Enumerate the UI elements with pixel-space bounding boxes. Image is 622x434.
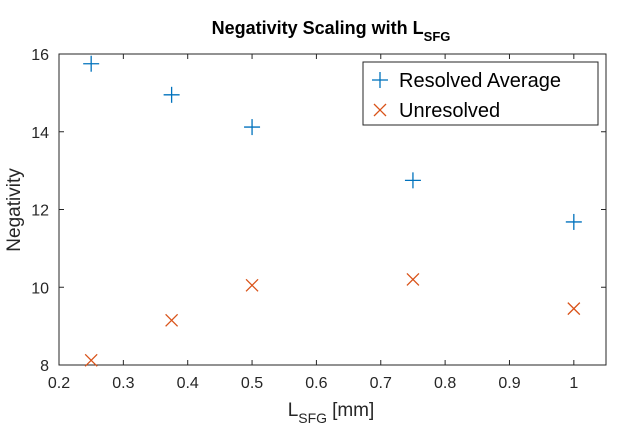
x-tick-label: 0.3 — [112, 375, 134, 392]
legend-label-unresolved: Unresolved — [399, 100, 500, 122]
y-tick-label: 12 — [31, 203, 49, 220]
x-tick-label: 0.6 — [305, 375, 327, 392]
x-tick-label: 0.4 — [177, 375, 199, 392]
x-tick-label: 0.5 — [241, 375, 263, 392]
point-unresolved — [165, 313, 179, 327]
x-axis-ticks: 0.2 0.3 0.4 0.5 0.6 0.7 0.8 0.9 1 — [48, 54, 578, 392]
chart-title-text: Negativity Scaling with L — [212, 18, 424, 38]
legend-marker-unresolved — [373, 103, 387, 117]
point-resolved-average — [83, 55, 100, 72]
point-resolved-average — [565, 213, 582, 230]
x-tick-label: 0.2 — [48, 375, 70, 392]
x-tick-label: 0.9 — [498, 375, 520, 392]
data-points — [83, 55, 582, 367]
point-unresolved — [84, 353, 98, 367]
point-unresolved — [245, 278, 259, 292]
x-axis-label-unit: [mm] — [332, 400, 374, 421]
y-axis-label: Negativity — [4, 168, 25, 252]
y-tick-label: 14 — [31, 125, 49, 142]
legend-label-resolved-average: Resolved Average — [399, 70, 561, 92]
x-tick-label: 0.8 — [434, 375, 456, 392]
legend: Resolved Average Unresolved — [362, 61, 599, 126]
point-resolved-average — [163, 86, 180, 103]
point-resolved-average — [244, 119, 261, 136]
point-resolved-average — [404, 172, 421, 189]
point-unresolved — [406, 273, 420, 286]
legend-marker-resolved-average — [372, 72, 388, 88]
chart-title: Negativity Scaling with LSFG — [212, 18, 451, 44]
x-tick-label: 0.7 — [370, 375, 392, 392]
y-axis-ticks: 8 10 12 14 16 — [31, 47, 606, 375]
y-tick-label: 8 — [40, 358, 49, 375]
x-axis-label-subscript: SFG — [298, 410, 327, 426]
legend-marker-glyph-unresolved — [373, 103, 387, 117]
point-unresolved — [567, 302, 581, 316]
chart-title-subscript: SFG — [424, 29, 451, 44]
x-tick-label: 1 — [569, 375, 578, 392]
x-axis-label-text: L — [288, 400, 299, 421]
legend-marker-glyph-resolved-average — [372, 72, 388, 88]
y-tick-label: 10 — [31, 280, 49, 297]
y-tick-label: 16 — [31, 47, 49, 64]
x-axis-label: LSFG [mm] — [288, 400, 375, 426]
legend-box — [362, 61, 599, 126]
